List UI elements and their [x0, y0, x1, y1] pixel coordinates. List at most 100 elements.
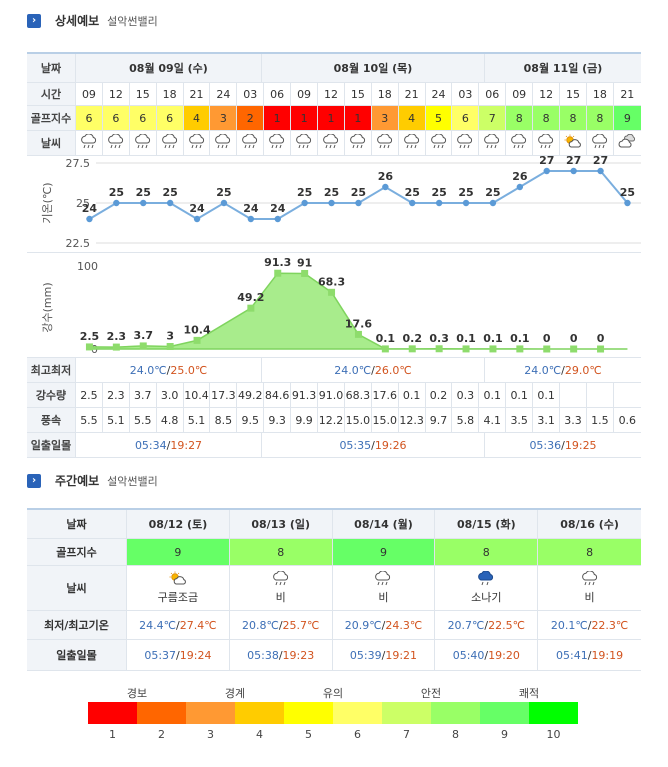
weekly-date-cell: 08/14 (월) [333, 510, 436, 538]
weather-cell [210, 131, 238, 155]
sun-day2: 05:35/19:26 [262, 433, 485, 457]
golf-index-cell: 8 [533, 106, 561, 130]
legend-color-swatch [284, 702, 333, 724]
sun-day1: 05:34/19:27 [76, 433, 262, 457]
precipitation-data-label: 0 [543, 332, 551, 345]
legend-category-label: 경계 [224, 687, 246, 700]
wind-cell: 15.0 [345, 408, 372, 432]
hour-cell: 21 [184, 83, 211, 105]
hour-cell: 12 [533, 83, 561, 105]
weather-cell [533, 131, 561, 155]
weather-label: 날씨 [27, 131, 76, 155]
precipitation-point [435, 345, 443, 353]
weekly-temp-cell: 20.9℃/24.3℃ [333, 611, 436, 639]
weekly-weather-label: 날씨 [27, 566, 127, 610]
wind-cell: 4.1 [479, 408, 507, 432]
rainfall-cell: 84.6 [264, 383, 292, 407]
weather-cell [426, 131, 453, 155]
chevron-right-icon: › [27, 13, 41, 28]
precipitation-point [381, 345, 389, 353]
detail-location: 설악썬밸리 [107, 14, 158, 28]
weather-row: 날씨 [27, 131, 641, 155]
hour-cell: 18 [157, 83, 184, 105]
rain-icon [133, 133, 153, 152]
temperature-data-label: 27 [566, 156, 581, 167]
rainfall-cell: 0.1 [479, 383, 507, 407]
precipitation-point [166, 343, 174, 351]
time-row: 시간 09 12 15 18 21 24 03 06 09 12 15 18 21 24 03 06 09 12 1… [27, 83, 641, 105]
weekly-weather-cell: 소나기 [435, 566, 539, 610]
legend-color-swatch [137, 702, 186, 724]
weather-cell [237, 131, 265, 155]
weather-cell [560, 131, 587, 155]
precipitation-point [112, 343, 120, 351]
precipitation-data-label: 0.1 [376, 332, 396, 345]
wind-cell: 9.9 [291, 408, 319, 432]
golf-index-cell: 8 [506, 106, 534, 130]
wind-cell: 15.0 [372, 408, 399, 432]
hour-cell: 09 [76, 83, 103, 105]
precipitation-point [516, 345, 524, 353]
precipitation-point [274, 269, 282, 277]
wind-cell: 1.5 [587, 408, 614, 432]
weekly-date-cell: 08/12 (토) [127, 510, 230, 538]
precipitation-point [462, 345, 470, 353]
weekly-title: 주간예보 [55, 474, 100, 488]
sun-day3: 05:36/19:25 [529, 438, 597, 452]
weekly-sun-cell: 05:41/19:19 [556, 648, 624, 662]
temperature-data-label: 25 [324, 186, 339, 199]
hour-cell: 18 [372, 83, 399, 105]
hour-cell: 03 [237, 83, 265, 105]
weather-cell [372, 131, 399, 155]
rainfall-cell: 3.7 [130, 383, 157, 407]
y-axis-label: 강수(mm) [41, 282, 54, 332]
legend-category-label: 쾌적 [518, 687, 540, 700]
weekly-sun-cell: 05:40/19:20 [435, 640, 539, 670]
precipitation-data-label: 91.3 [264, 256, 291, 269]
weekly-sun-cell: 05:37/19:24 [127, 640, 230, 670]
rain-icon [160, 133, 180, 152]
legend-number: 2 [158, 728, 165, 741]
golf-index-cell: 5 [425, 106, 453, 130]
legend-category-label: 안전 [420, 687, 442, 700]
detail-forecast-table: 날짜 08월 09일 (수) 08월 10일 (목) 08월 11일 (금) 시… [27, 52, 641, 458]
legend-number: 7 [403, 728, 410, 741]
hour-cell: 15 [345, 83, 372, 105]
detail-section-header: › 상세예보 설악썬밸리 [27, 12, 158, 29]
temperature-data-label: 24 [82, 202, 98, 215]
golf-index-cell: 8 [560, 106, 587, 130]
precipitation-data-label: 10.4 [183, 323, 210, 336]
temperature-data-label: 24 [189, 202, 205, 215]
temperature-point [220, 199, 228, 207]
wind-cell: 3.5 [506, 408, 534, 432]
rainfall-cell: 91.0 [318, 383, 345, 407]
wind-cell: 5.1 [103, 408, 130, 432]
temperature-data-label: 25 [405, 186, 420, 199]
y-tick-label: 27.5 [66, 157, 91, 170]
wind-cell: 5.1 [184, 408, 211, 432]
golf-index-cell: 1 [291, 106, 319, 130]
rainfall-cell: 3.0 [157, 383, 184, 407]
wind-cell: 12.3 [399, 408, 426, 432]
rain-icon [402, 133, 422, 152]
weekly-temp-row: 최저/최고기온 24.4℃/27.4℃ 20.8℃/25.7℃ 20.9℃/24.3… [27, 611, 641, 639]
weekly-location: 설악썬밸리 [107, 474, 158, 488]
weekly-date-label: 날짜 [27, 510, 127, 538]
wind-cell: 9.7 [426, 408, 453, 432]
legend-category-label: 유의 [322, 687, 344, 700]
golf-index-cell: 6 [102, 106, 130, 130]
golf-index-cell: 9 [613, 106, 641, 130]
weekly-weather-cell: 비 [230, 566, 333, 610]
temperature-point [516, 183, 524, 191]
legend-color-swatch [431, 702, 480, 724]
legend-number: 4 [256, 728, 263, 741]
temperature-point [409, 199, 416, 207]
golf-label: 골프지수 [27, 106, 76, 130]
minmax-label: 최고최저 [27, 358, 76, 382]
weather-description: 구름조금 [157, 591, 199, 604]
temperature-data-label: 24 [243, 202, 259, 215]
golf-index-cell: 3 [210, 106, 238, 130]
temperature-data-label: 24 [270, 202, 286, 215]
wind-label: 풍속 [27, 408, 76, 432]
